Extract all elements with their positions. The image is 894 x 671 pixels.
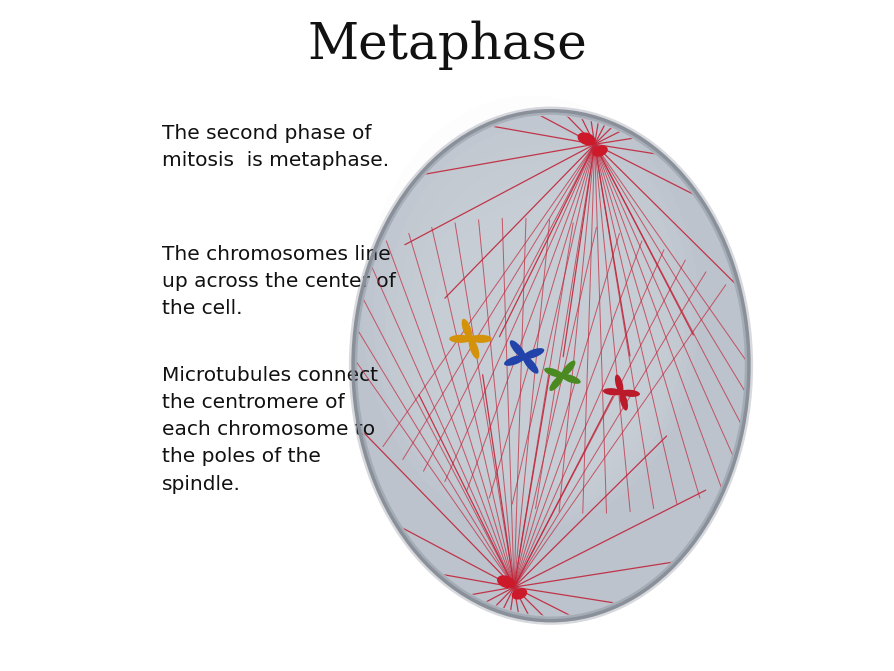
- Ellipse shape: [511, 588, 527, 600]
- Text: Metaphase: Metaphase: [307, 20, 587, 70]
- Ellipse shape: [619, 389, 625, 396]
- Ellipse shape: [550, 374, 563, 391]
- Ellipse shape: [384, 129, 685, 515]
- Ellipse shape: [523, 348, 544, 359]
- Ellipse shape: [561, 374, 581, 384]
- Ellipse shape: [461, 319, 472, 340]
- Ellipse shape: [504, 355, 525, 366]
- Ellipse shape: [523, 356, 538, 374]
- Ellipse shape: [353, 111, 749, 621]
- Ellipse shape: [468, 338, 479, 359]
- Ellipse shape: [449, 335, 471, 343]
- Ellipse shape: [510, 340, 526, 358]
- Ellipse shape: [561, 360, 576, 377]
- Text: The chromosomes line
up across the center of
the cell.: The chromosomes line up across the cente…: [162, 245, 395, 319]
- Ellipse shape: [497, 575, 515, 588]
- Text: The second phase of
mitosis  is metaphase.: The second phase of mitosis is metaphase…: [162, 124, 389, 170]
- Ellipse shape: [363, 95, 699, 529]
- Ellipse shape: [592, 145, 608, 157]
- Ellipse shape: [620, 390, 640, 397]
- Text: Microtubules connect
the centromere of
each chromosome to
the poles of the
spind: Microtubules connect the centromere of e…: [162, 366, 378, 494]
- Ellipse shape: [467, 336, 474, 342]
- Ellipse shape: [578, 132, 595, 146]
- Ellipse shape: [374, 112, 692, 522]
- Ellipse shape: [396, 146, 677, 508]
- Ellipse shape: [544, 368, 563, 378]
- Ellipse shape: [559, 372, 566, 379]
- Ellipse shape: [520, 353, 527, 360]
- Ellipse shape: [603, 388, 622, 395]
- Ellipse shape: [615, 374, 623, 393]
- Ellipse shape: [469, 335, 492, 343]
- Ellipse shape: [620, 392, 628, 411]
